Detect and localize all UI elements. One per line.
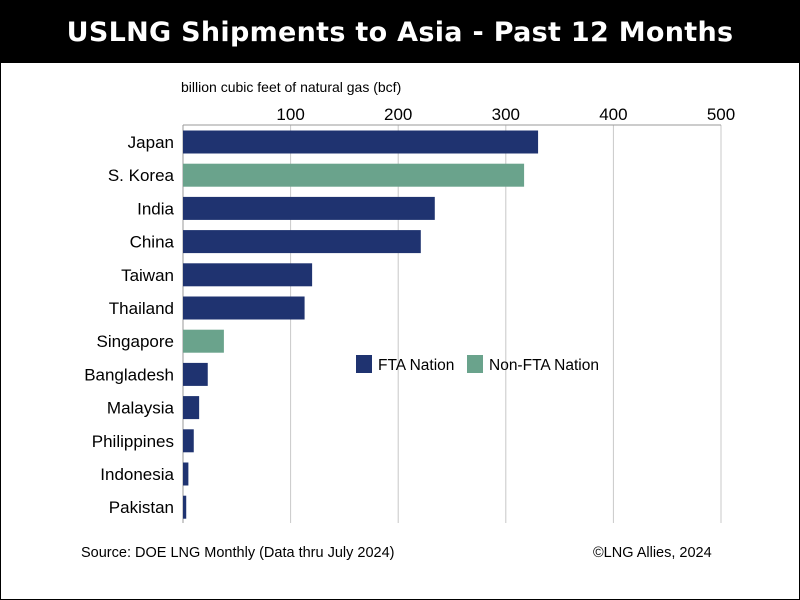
x-tick-label: 500 [707,105,735,124]
source-note: Source: DOE LNG Monthly (Data thru July … [81,545,395,561]
legend-swatch [467,355,483,373]
bar-s-korea [183,163,525,187]
x-tick-label: 400 [599,105,627,124]
category-label: S. Korea [108,166,175,185]
category-label: Taiwan [121,266,174,285]
bar-pakistan [183,495,187,519]
legend-label: Non-FTA Nation [489,357,599,374]
category-label: Japan [128,133,174,152]
chart-title: USLNG Shipments to Asia - Past 12 Months [1,1,799,63]
category-label: Bangladesh [84,365,174,384]
category-label: China [130,233,175,252]
legend-swatch [356,355,372,373]
copyright-credit: ©LNG Allies, 2024 [593,545,712,561]
legend-label: FTA Nation [378,357,454,374]
category-label: Singapore [96,332,174,351]
x-axis-unit-label: billion cubic feet of natural gas (bcf) [181,79,401,95]
bar-indonesia [183,462,189,486]
bar-thailand [183,296,305,320]
bar-taiwan [183,263,313,287]
bar-singapore [183,329,224,353]
bar-china [183,230,421,254]
category-label: Pakistan [109,498,174,517]
x-tick-label: 100 [276,105,304,124]
bar-malaysia [183,396,200,420]
category-label: Philippines [92,432,174,451]
bar-philippines [183,429,194,453]
category-label: Malaysia [107,399,175,418]
category-label: India [137,199,174,218]
x-tick-label: 300 [492,105,520,124]
bar-india [183,196,435,220]
bar-japan [183,130,539,154]
x-tick-label: 200 [384,105,412,124]
category-label: Indonesia [100,465,174,484]
bar-bangladesh [183,362,208,386]
category-label: Thailand [109,299,174,318]
